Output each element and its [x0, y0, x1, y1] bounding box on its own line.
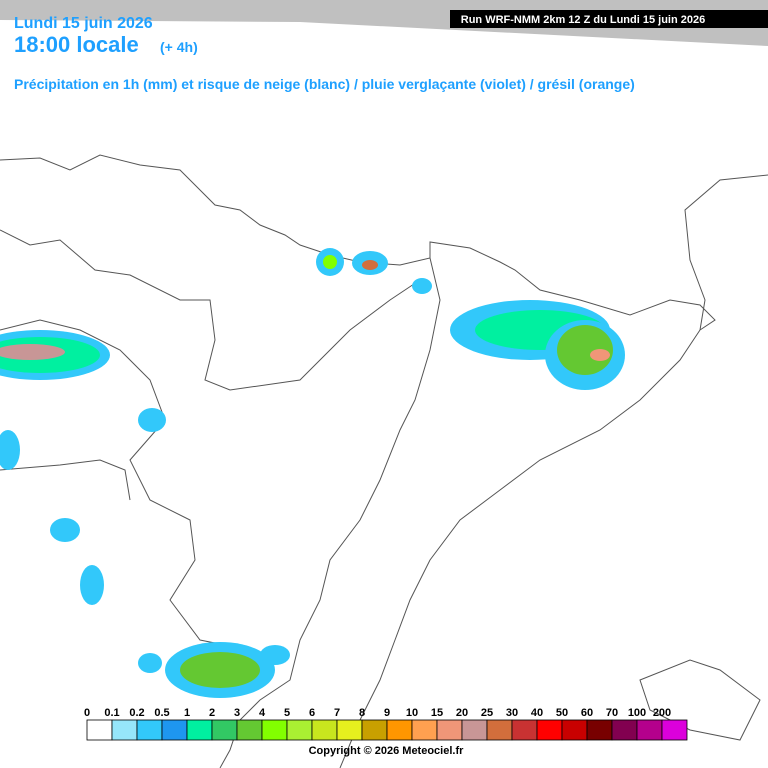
legend-swatch: [436, 719, 463, 741]
legend-label: 0.2: [129, 707, 144, 719]
legend-label: 7: [334, 707, 340, 719]
legend: 0 0.1 0.2 0.5 1 2 3 4 5 6 7 8 9 10 15 20 25 30 40 50 60 70 100…: [84, 707, 688, 741]
legend-swatch: [561, 719, 588, 741]
legend-label: 10: [406, 707, 418, 719]
legend-swatch: [336, 719, 363, 741]
legend-swatch: [311, 719, 338, 741]
time: 18:00 locale: [14, 32, 139, 57]
legend-swatch: [386, 719, 413, 741]
legend-swatch: [86, 719, 113, 741]
legend-swatch: [461, 719, 488, 741]
legend-swatch: [136, 719, 163, 741]
legend-swatch: [361, 719, 388, 741]
legend-swatch: [511, 719, 538, 741]
legend-label: 20: [456, 707, 468, 719]
legend-label: 1: [184, 707, 190, 719]
legend-label: 6: [309, 707, 315, 719]
legend-swatch: [636, 719, 663, 741]
run-info: Run WRF-NMM 2km 12 Z du Lundi 15 juin 20…: [461, 14, 705, 26]
legend-swatch: [236, 719, 263, 741]
legend-swatch: [661, 719, 688, 741]
legend-label: 40: [531, 707, 543, 719]
legend-label: 70: [606, 707, 618, 719]
legend-swatch: [586, 719, 613, 741]
legend-swatch: [611, 719, 638, 741]
offset: (+ 4h): [160, 39, 198, 55]
legend-swatch: [486, 719, 513, 741]
legend-swatch: [411, 719, 438, 741]
legend-swatch: [286, 719, 313, 741]
legend-label: 60: [581, 707, 593, 719]
legend-label: 3: [234, 707, 240, 719]
legend-label: 50: [556, 707, 568, 719]
legend-swatch: [211, 719, 238, 741]
run-banner: [450, 10, 768, 28]
date: Lundi 15 juin 2026: [14, 15, 153, 32]
legend-label: 2: [209, 707, 215, 719]
legend-swatch: [261, 719, 288, 741]
legend-label: 200: [653, 707, 671, 719]
legend-label: 25: [481, 707, 493, 719]
legend-label: 9: [384, 707, 390, 719]
legend-label: 8: [359, 707, 365, 719]
legend-swatch: [161, 719, 188, 741]
legend-label: 0: [84, 707, 90, 719]
legend-label: 15: [431, 707, 443, 719]
subtitle: Précipitation en 1h (mm) et risque de ne…: [14, 76, 635, 92]
legend-swatch: [536, 719, 563, 741]
legend-label: 0.1: [104, 707, 119, 719]
legend-label: 0.5: [154, 707, 169, 719]
legend-label: 4: [259, 707, 266, 719]
precipitation: [0, 248, 625, 698]
legend-label: 30: [506, 707, 518, 719]
legend-swatch: [111, 719, 138, 741]
legend-label: 5: [284, 707, 290, 719]
legend-label: 100: [628, 707, 646, 719]
legend-swatch: [186, 719, 213, 741]
copyright: Copyright © 2026 Meteociel.fr: [309, 745, 465, 757]
